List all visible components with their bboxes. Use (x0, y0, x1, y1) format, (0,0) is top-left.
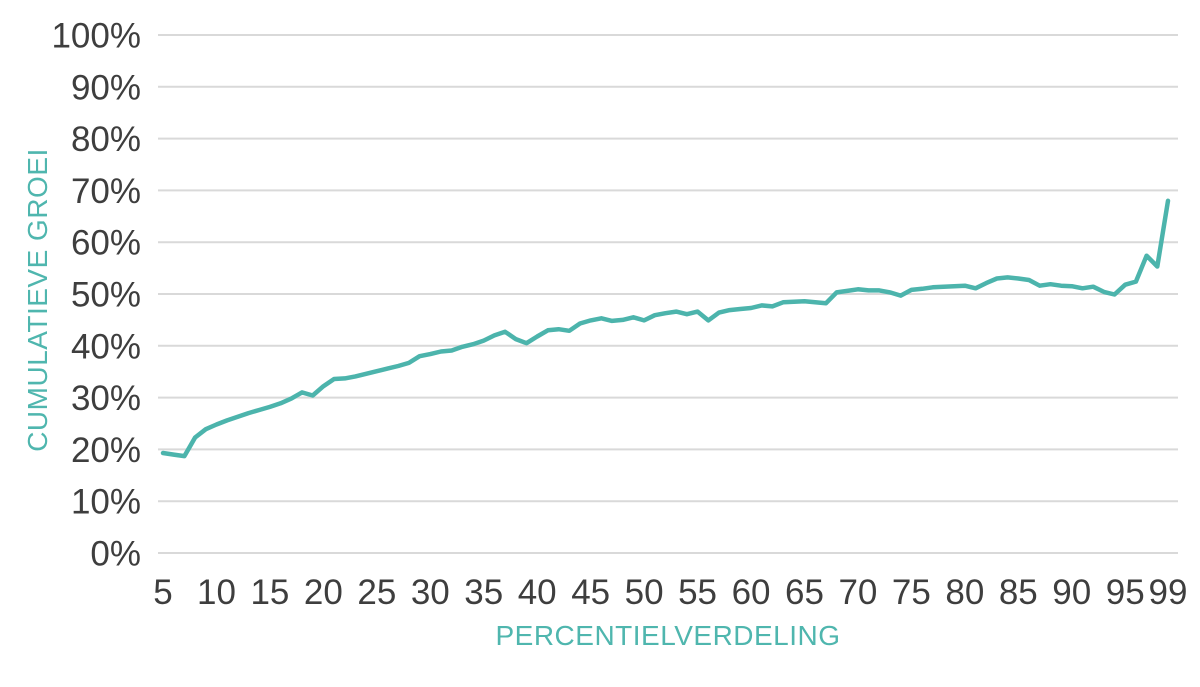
x-axis-tick-label: 50 (625, 573, 664, 612)
x-axis-tick-label: 99 (1149, 573, 1188, 612)
y-axis-tick-label: 30% (71, 379, 141, 418)
y-axis-tick-label: 70% (71, 172, 141, 211)
y-axis-tick-label: 0% (90, 535, 141, 574)
y-axis-tick-label: 90% (71, 68, 141, 107)
x-axis-tick-label: 40 (518, 573, 557, 612)
x-axis-tick-label: 45 (571, 573, 610, 612)
y-axis-title: CUMULATIEVE GROEI (22, 148, 53, 452)
x-axis-tick-label: 60 (732, 573, 771, 612)
y-axis-tick-label: 60% (71, 224, 141, 263)
x-axis-tick-label: 80 (945, 573, 984, 612)
x-axis-tick-label: 5 (153, 573, 172, 612)
x-axis-tick-label: 65 (785, 573, 824, 612)
x-axis-tick-label: 20 (304, 573, 343, 612)
y-axis-tick-label: 80% (71, 120, 141, 159)
y-axis-tick-label: 50% (71, 276, 141, 315)
x-axis-title: PERCENTIELVERDELING (495, 620, 841, 651)
data-line (160, 198, 1171, 459)
x-axis-tick-label: 15 (250, 573, 289, 612)
x-axis-tick-label: 35 (464, 573, 503, 612)
y-axis-tick-label: 20% (71, 431, 141, 470)
x-axis-tick-label: 10 (197, 573, 236, 612)
y-axis-tick-label: 40% (71, 327, 141, 366)
x-axis-tick-label: 75 (892, 573, 931, 612)
y-axis-tick-label: 100% (51, 17, 141, 56)
x-axis-tick-label: 70 (838, 573, 877, 612)
y-axis-tick-label: 10% (71, 483, 141, 522)
x-axis-tick-label: 95 (1106, 573, 1145, 612)
x-axis-tick-label: 30 (411, 573, 450, 612)
x-axis-tick-label: 25 (357, 573, 396, 612)
x-axis-tick-label: 55 (678, 573, 717, 612)
x-axis-tick-label: 90 (1052, 573, 1091, 612)
x-axis-tick-label: 85 (999, 573, 1038, 612)
